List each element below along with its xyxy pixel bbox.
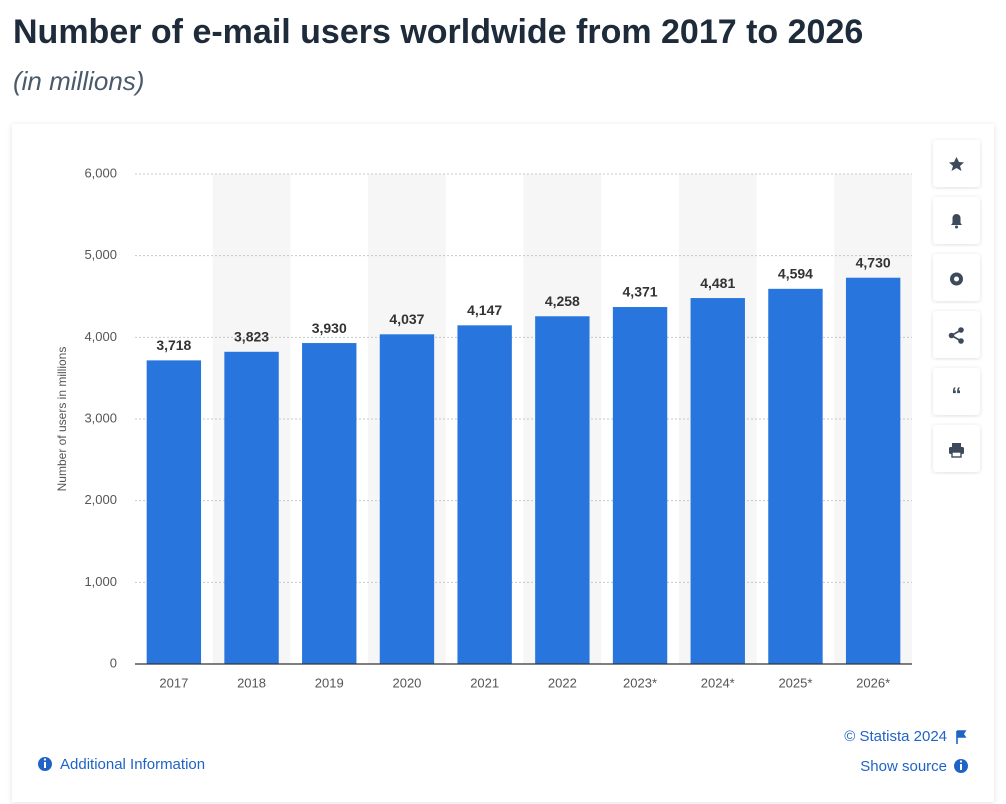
y-axis-label: Number of users in millions	[55, 347, 69, 492]
bar	[379, 334, 435, 664]
bar	[146, 360, 202, 664]
bar	[302, 343, 357, 664]
x-tick-label: 2024*	[701, 675, 735, 690]
side-buttons: “	[933, 140, 980, 472]
value-label: 4,481	[700, 275, 735, 291]
favorite-button[interactable]	[933, 140, 980, 187]
value-label: 4,594	[778, 266, 813, 282]
print-button[interactable]	[933, 425, 980, 472]
show-source[interactable]: Show source	[860, 758, 947, 775]
value-label: 3,823	[234, 328, 269, 344]
bar	[457, 325, 512, 664]
bar	[535, 316, 590, 664]
x-tick-label: 2018	[237, 675, 266, 690]
chart-title: Number of e-mail users worldwide from 20…	[13, 13, 863, 51]
value-label: 4,147	[467, 302, 502, 318]
svg-text:“: “	[952, 384, 962, 406]
credit[interactable]: © Statista 2024	[844, 728, 947, 745]
x-tick-label: 2022	[548, 675, 577, 690]
share-button[interactable]	[933, 311, 980, 358]
y-tick-label: 4,000	[84, 329, 117, 344]
value-label: 3,718	[156, 337, 191, 353]
y-tick-label: 3,000	[84, 410, 117, 425]
settings-button[interactable]	[933, 254, 980, 301]
x-tick-label: 2020	[392, 675, 421, 690]
bar	[612, 307, 668, 664]
y-tick-label: 5,000	[84, 247, 117, 262]
plot: 0 1,000 2,000 3,000 4,000 5,000 6,000 2017 3,718…	[84, 165, 912, 690]
info-icon	[38, 757, 52, 771]
chart-subtitle: (in millions)	[13, 66, 144, 96]
bar	[768, 288, 823, 664]
bar	[690, 298, 745, 664]
flag-icon	[956, 730, 967, 744]
x-tick-label: 2023*	[623, 675, 657, 690]
info-icon	[954, 759, 968, 773]
x-tick-label: 2021	[470, 675, 499, 690]
additional-information[interactable]: Additional Information	[60, 756, 205, 773]
y-tick-label: 1,000	[84, 574, 117, 589]
value-label: 3,930	[312, 320, 347, 336]
bar	[845, 277, 901, 664]
y-tick-label: 0	[110, 655, 117, 670]
x-tick-label: 2025*	[778, 675, 812, 690]
y-tick-label: 2,000	[84, 492, 117, 507]
x-tick-label: 2019	[315, 675, 344, 690]
x-tick-label: 2017	[159, 675, 188, 690]
x-tick-label: 2026*	[856, 675, 890, 690]
value-label: 4,371	[623, 284, 658, 300]
value-label: 4,037	[389, 311, 424, 327]
value-label: 4,258	[545, 293, 580, 309]
cite-button[interactable]: “	[933, 368, 980, 415]
bar	[224, 351, 279, 664]
y-tick-label: 6,000	[84, 165, 117, 180]
value-label: 4,730	[856, 254, 891, 270]
alert-button[interactable]	[933, 197, 980, 244]
